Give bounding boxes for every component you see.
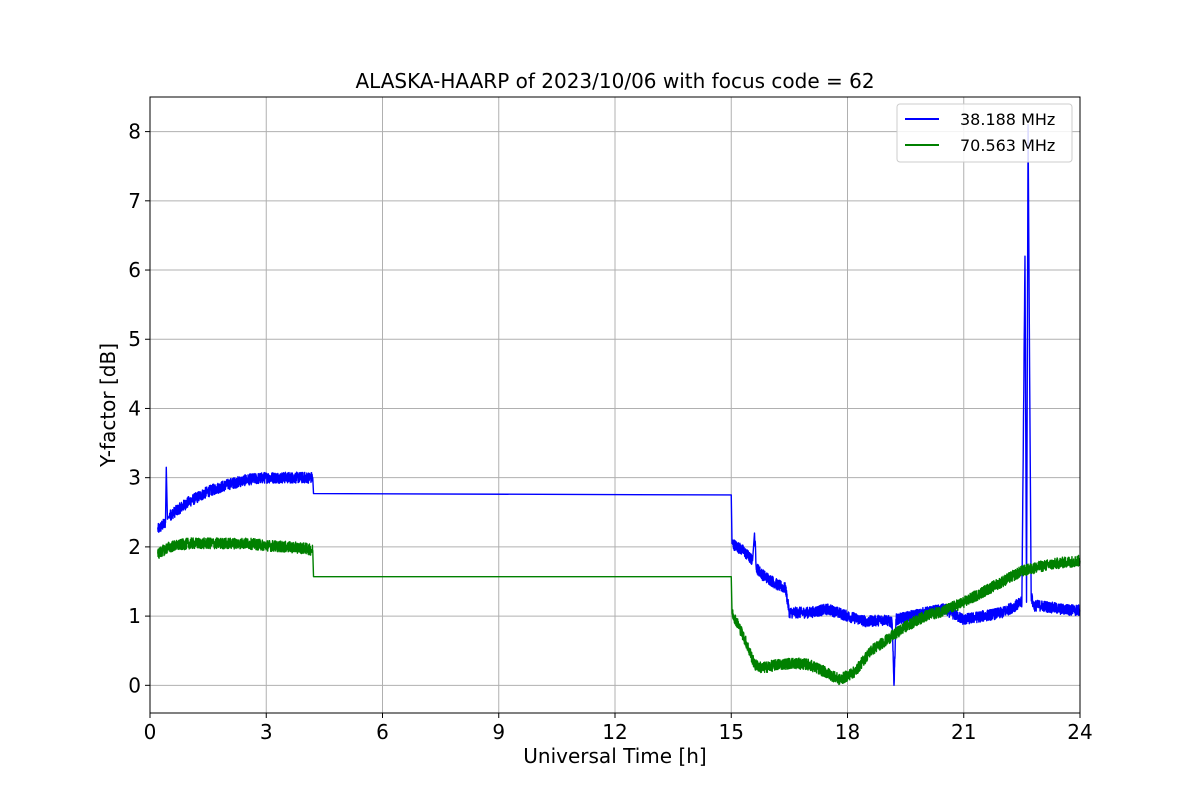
x-tick-label: 21: [951, 720, 976, 744]
y-tick-label: 0: [128, 673, 141, 697]
chart-title: ALASKA-HAARP of 2023/10/06 with focus co…: [355, 69, 874, 93]
y-tick-label: 7: [128, 189, 141, 213]
x-tick-label: 6: [376, 720, 389, 744]
x-tick-label: 24: [1067, 720, 1092, 744]
y-tick-label: 3: [128, 466, 141, 490]
legend-label-70-mhz: 70.563 MHz: [960, 136, 1055, 155]
x-tick-label: 0: [144, 720, 157, 744]
y-tick-label: 8: [128, 120, 141, 144]
y-tick-label: 5: [128, 327, 141, 351]
x-tick-label: 15: [719, 720, 744, 744]
legend: 38.188 MHz 70.563 MHz: [896, 103, 1073, 163]
y-tick-label: 2: [128, 535, 141, 559]
legend-label-38-mhz: 38.188 MHz: [960, 110, 1055, 129]
legend-box: [896, 103, 1073, 163]
x-axis-label: Universal Time [h]: [523, 744, 706, 768]
x-tick-label: 9: [492, 720, 505, 744]
x-tick-label: 18: [835, 720, 860, 744]
x-tick-label: 12: [602, 720, 627, 744]
y-tick-label: 6: [128, 258, 141, 282]
series-line-0: [157, 123, 1081, 687]
y-axis-label: Y-factor [dB]: [96, 343, 120, 468]
plot-lines: [157, 123, 1081, 687]
y-tick-label: 1: [128, 604, 141, 628]
y-tick-label: 4: [128, 396, 141, 420]
x-tick-label: 3: [260, 720, 273, 744]
series-line-1: [157, 537, 1081, 686]
